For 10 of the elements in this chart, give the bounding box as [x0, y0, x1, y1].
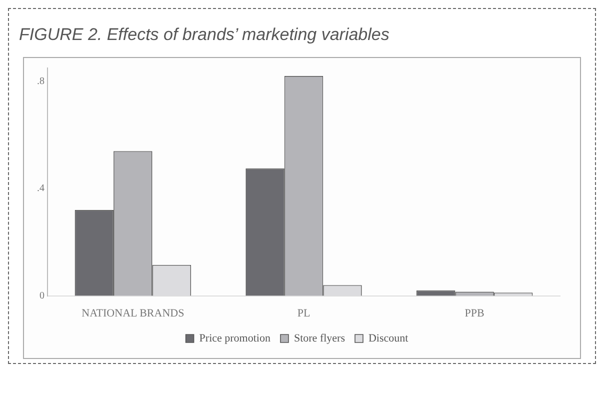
y-tick-label: .8 — [37, 76, 44, 88]
legend-label: Store flyers — [294, 332, 345, 344]
x-tick-label: PPB — [464, 307, 484, 320]
y-tick-label: .4 — [37, 183, 44, 194]
legend-label: Price promotion — [199, 332, 271, 344]
chart-title: FIGURE 2. Effects of brands’ marketing variables — [19, 25, 390, 45]
legend-label: Discount — [368, 332, 408, 344]
x-tick-label: PL — [297, 307, 310, 320]
x-tick-label: NATIONAL BRANDS — [82, 307, 184, 320]
y-tick-label: 0 — [40, 290, 44, 302]
